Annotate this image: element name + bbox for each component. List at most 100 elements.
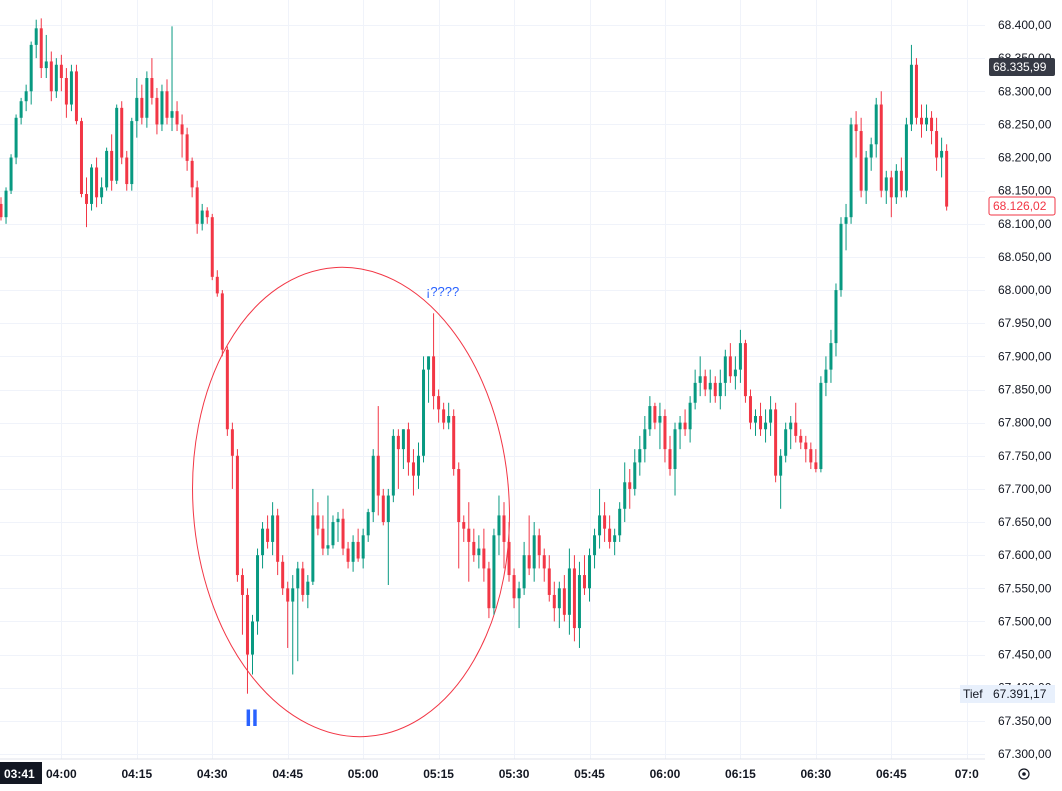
candle-body bbox=[175, 111, 179, 125]
candle-body bbox=[658, 416, 662, 423]
candle bbox=[628, 469, 632, 509]
candle bbox=[688, 396, 692, 443]
candle bbox=[356, 528, 360, 562]
candle bbox=[623, 462, 627, 523]
candle-body bbox=[764, 422, 768, 430]
candle-body bbox=[205, 210, 209, 218]
candle-body bbox=[663, 416, 667, 450]
candle-body bbox=[673, 429, 677, 470]
candle bbox=[613, 528, 617, 556]
candle bbox=[834, 283, 838, 357]
candle bbox=[286, 581, 290, 648]
candle-body bbox=[9, 157, 13, 191]
question-annotation[interactable]: ¡???? bbox=[426, 284, 459, 299]
candle-body bbox=[215, 276, 219, 294]
candle bbox=[653, 402, 657, 430]
candle bbox=[376, 406, 380, 516]
candle-body bbox=[145, 78, 149, 118]
candle bbox=[220, 290, 224, 357]
candle bbox=[301, 561, 305, 602]
annotation-layer[interactable] bbox=[177, 257, 525, 748]
candle-body bbox=[914, 64, 918, 118]
candle bbox=[940, 137, 944, 178]
candle-body bbox=[427, 356, 431, 370]
candle bbox=[74, 64, 78, 125]
candle-body bbox=[507, 541, 511, 576]
candle bbox=[326, 495, 330, 556]
last-price-label: 68.335,99 bbox=[993, 60, 1047, 74]
candle bbox=[648, 396, 652, 436]
candle bbox=[502, 502, 506, 569]
candle-body bbox=[386, 495, 390, 523]
candle bbox=[135, 78, 139, 138]
candle-body bbox=[331, 522, 335, 546]
candle-body bbox=[366, 512, 370, 536]
candle-body bbox=[44, 61, 48, 69]
candle-body bbox=[829, 343, 833, 370]
candle bbox=[552, 581, 556, 622]
candle-body bbox=[919, 117, 923, 125]
candle bbox=[678, 416, 682, 450]
candle bbox=[406, 422, 410, 476]
candle bbox=[643, 416, 647, 463]
candle bbox=[245, 588, 249, 694]
candle bbox=[276, 508, 280, 576]
time-tick-label: 06:15 bbox=[725, 767, 756, 781]
candle-body bbox=[723, 356, 727, 383]
candle bbox=[271, 502, 275, 556]
candle bbox=[341, 508, 345, 556]
candle-body bbox=[391, 435, 395, 496]
candle bbox=[930, 111, 934, 145]
price-tick-label: 68.000,00 bbox=[998, 283, 1052, 297]
candle bbox=[366, 508, 370, 542]
candle-body bbox=[904, 124, 908, 191]
candle-body bbox=[728, 356, 732, 377]
candle-body bbox=[738, 343, 742, 370]
wave-label-annotation[interactable]: II bbox=[245, 705, 258, 732]
price-axis[interactable]: 68.400,0068.350,0068.300,0068.250,0068.2… bbox=[998, 18, 1052, 761]
candle-body bbox=[0, 203, 3, 218]
candle bbox=[537, 528, 541, 569]
candle bbox=[794, 402, 798, 443]
candle bbox=[658, 402, 662, 450]
annotation-text-layer[interactable]: ¡???? II bbox=[245, 284, 459, 732]
candle-body bbox=[678, 422, 682, 430]
candle-body bbox=[235, 455, 239, 576]
candle bbox=[759, 402, 763, 436]
candle-body bbox=[24, 91, 28, 102]
candle-body bbox=[804, 442, 808, 450]
candle bbox=[296, 561, 300, 662]
candle bbox=[723, 349, 727, 397]
candle-body bbox=[884, 177, 888, 191]
candle-body bbox=[819, 382, 823, 470]
candle-body bbox=[648, 406, 652, 430]
highlight-ellipse[interactable] bbox=[177, 257, 525, 748]
settings-icon[interactable] bbox=[1018, 768, 1030, 780]
candle-body bbox=[245, 594, 249, 655]
candle bbox=[844, 203, 848, 251]
candle-body bbox=[4, 190, 8, 218]
candle bbox=[809, 442, 813, 470]
candle bbox=[547, 555, 551, 602]
price-tick-label: 68.200,00 bbox=[998, 151, 1052, 165]
candle-body bbox=[180, 124, 184, 135]
candle bbox=[411, 449, 415, 496]
candle bbox=[105, 147, 109, 191]
candle bbox=[748, 389, 752, 430]
candle-body bbox=[371, 455, 375, 513]
candle bbox=[4, 187, 8, 224]
candle bbox=[59, 54, 63, 92]
candle bbox=[819, 376, 823, 473]
candle-body bbox=[527, 555, 531, 569]
candle-body bbox=[849, 124, 853, 218]
price-labels: 68.335,99 68.126,02 Tief 67.391,17 bbox=[960, 58, 1056, 703]
candle-body bbox=[125, 157, 129, 185]
candle-body bbox=[120, 107, 124, 158]
time-axis[interactable]: 03:41 04:00 04:15 04:30 04:45 05:00 05:15 05:3… bbox=[0, 758, 985, 784]
candle-body bbox=[899, 170, 903, 191]
candle bbox=[215, 270, 219, 297]
time-tick-label: 06:30 bbox=[801, 767, 832, 781]
candle bbox=[34, 19, 38, 59]
